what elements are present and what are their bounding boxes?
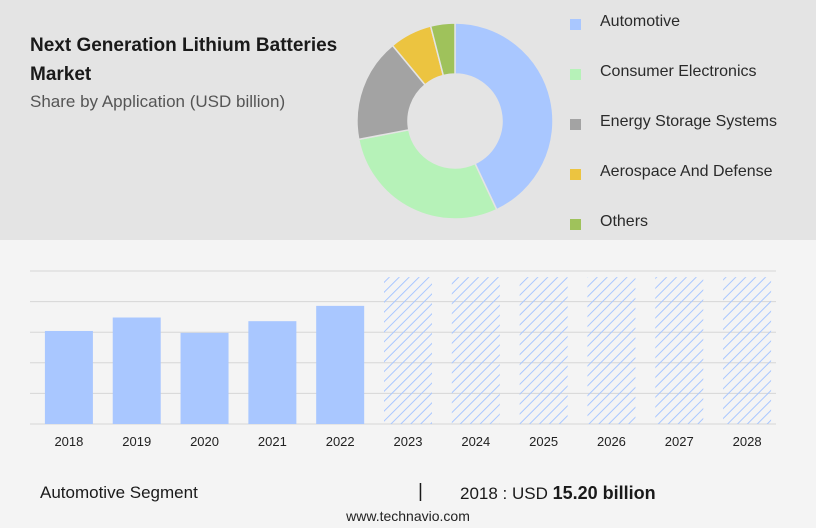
x-tick-label: 2023 bbox=[394, 434, 423, 449]
legend-label: Automotive bbox=[600, 13, 681, 30]
donut-slice-consumer-electronics bbox=[357, 128, 498, 220]
legend-swatch bbox=[570, 219, 581, 230]
legend-swatch bbox=[570, 69, 581, 80]
bar-chart: 2018 2019 2020 2021 2022 2023 2024 2025 2026 2027… bbox=[30, 270, 776, 449]
x-tick-label: 2028 bbox=[733, 434, 762, 449]
legend-swatch bbox=[570, 19, 581, 30]
bar-2022 bbox=[316, 305, 365, 424]
x-tick-label: 2024 bbox=[461, 434, 490, 449]
x-tick-label: 2025 bbox=[529, 434, 558, 449]
forecast-bar-2027 bbox=[655, 277, 704, 424]
x-tick-label: 2027 bbox=[665, 434, 694, 449]
bar-2021 bbox=[248, 321, 297, 424]
x-tick-label: 2019 bbox=[122, 434, 151, 449]
x-tick-label: 2021 bbox=[258, 434, 287, 449]
forecast-bar-2028 bbox=[723, 277, 772, 424]
donut-slice-automotive bbox=[454, 22, 554, 211]
footer-value: 2018 : USD 15.20 billion bbox=[460, 483, 656, 504]
footer-value-bold: 15.20 billion bbox=[552, 483, 656, 503]
bar-2020 bbox=[180, 332, 229, 424]
bar-2019 bbox=[112, 317, 161, 424]
chart-subtitle: Share by Application (USD billion) bbox=[30, 92, 286, 111]
chart-title: Next Generation Lithium Batteries Market bbox=[30, 35, 338, 85]
forecast-bar-2025 bbox=[519, 277, 568, 424]
donut-chart bbox=[356, 22, 554, 220]
forecast-bar-2023 bbox=[384, 277, 432, 424]
legend-label: Consumer Electronics bbox=[600, 63, 757, 80]
x-tick-label: 2026 bbox=[597, 434, 626, 449]
forecast-bar-2024 bbox=[451, 277, 500, 424]
legend-swatch bbox=[570, 169, 581, 180]
legend-label: Energy Storage Systems bbox=[600, 113, 777, 130]
source-url: www.technavio.com bbox=[346, 508, 470, 524]
legend-swatch bbox=[570, 119, 581, 130]
x-tick-label: 2022 bbox=[326, 434, 355, 449]
x-tick-label: 2020 bbox=[190, 434, 219, 449]
footer-segment: Automotive Segment bbox=[40, 483, 198, 502]
legend-label: Others bbox=[600, 213, 649, 230]
footer-value-prefix: 2018 : USD bbox=[460, 484, 548, 503]
legend-label: Aerospace And Defense bbox=[600, 163, 773, 180]
footer-separator: | bbox=[418, 481, 423, 502]
x-tick-label: 2018 bbox=[54, 434, 83, 449]
forecast-bar-2026 bbox=[587, 277, 636, 424]
bar-2018 bbox=[44, 330, 93, 424]
donut-slice-others bbox=[429, 22, 456, 77]
